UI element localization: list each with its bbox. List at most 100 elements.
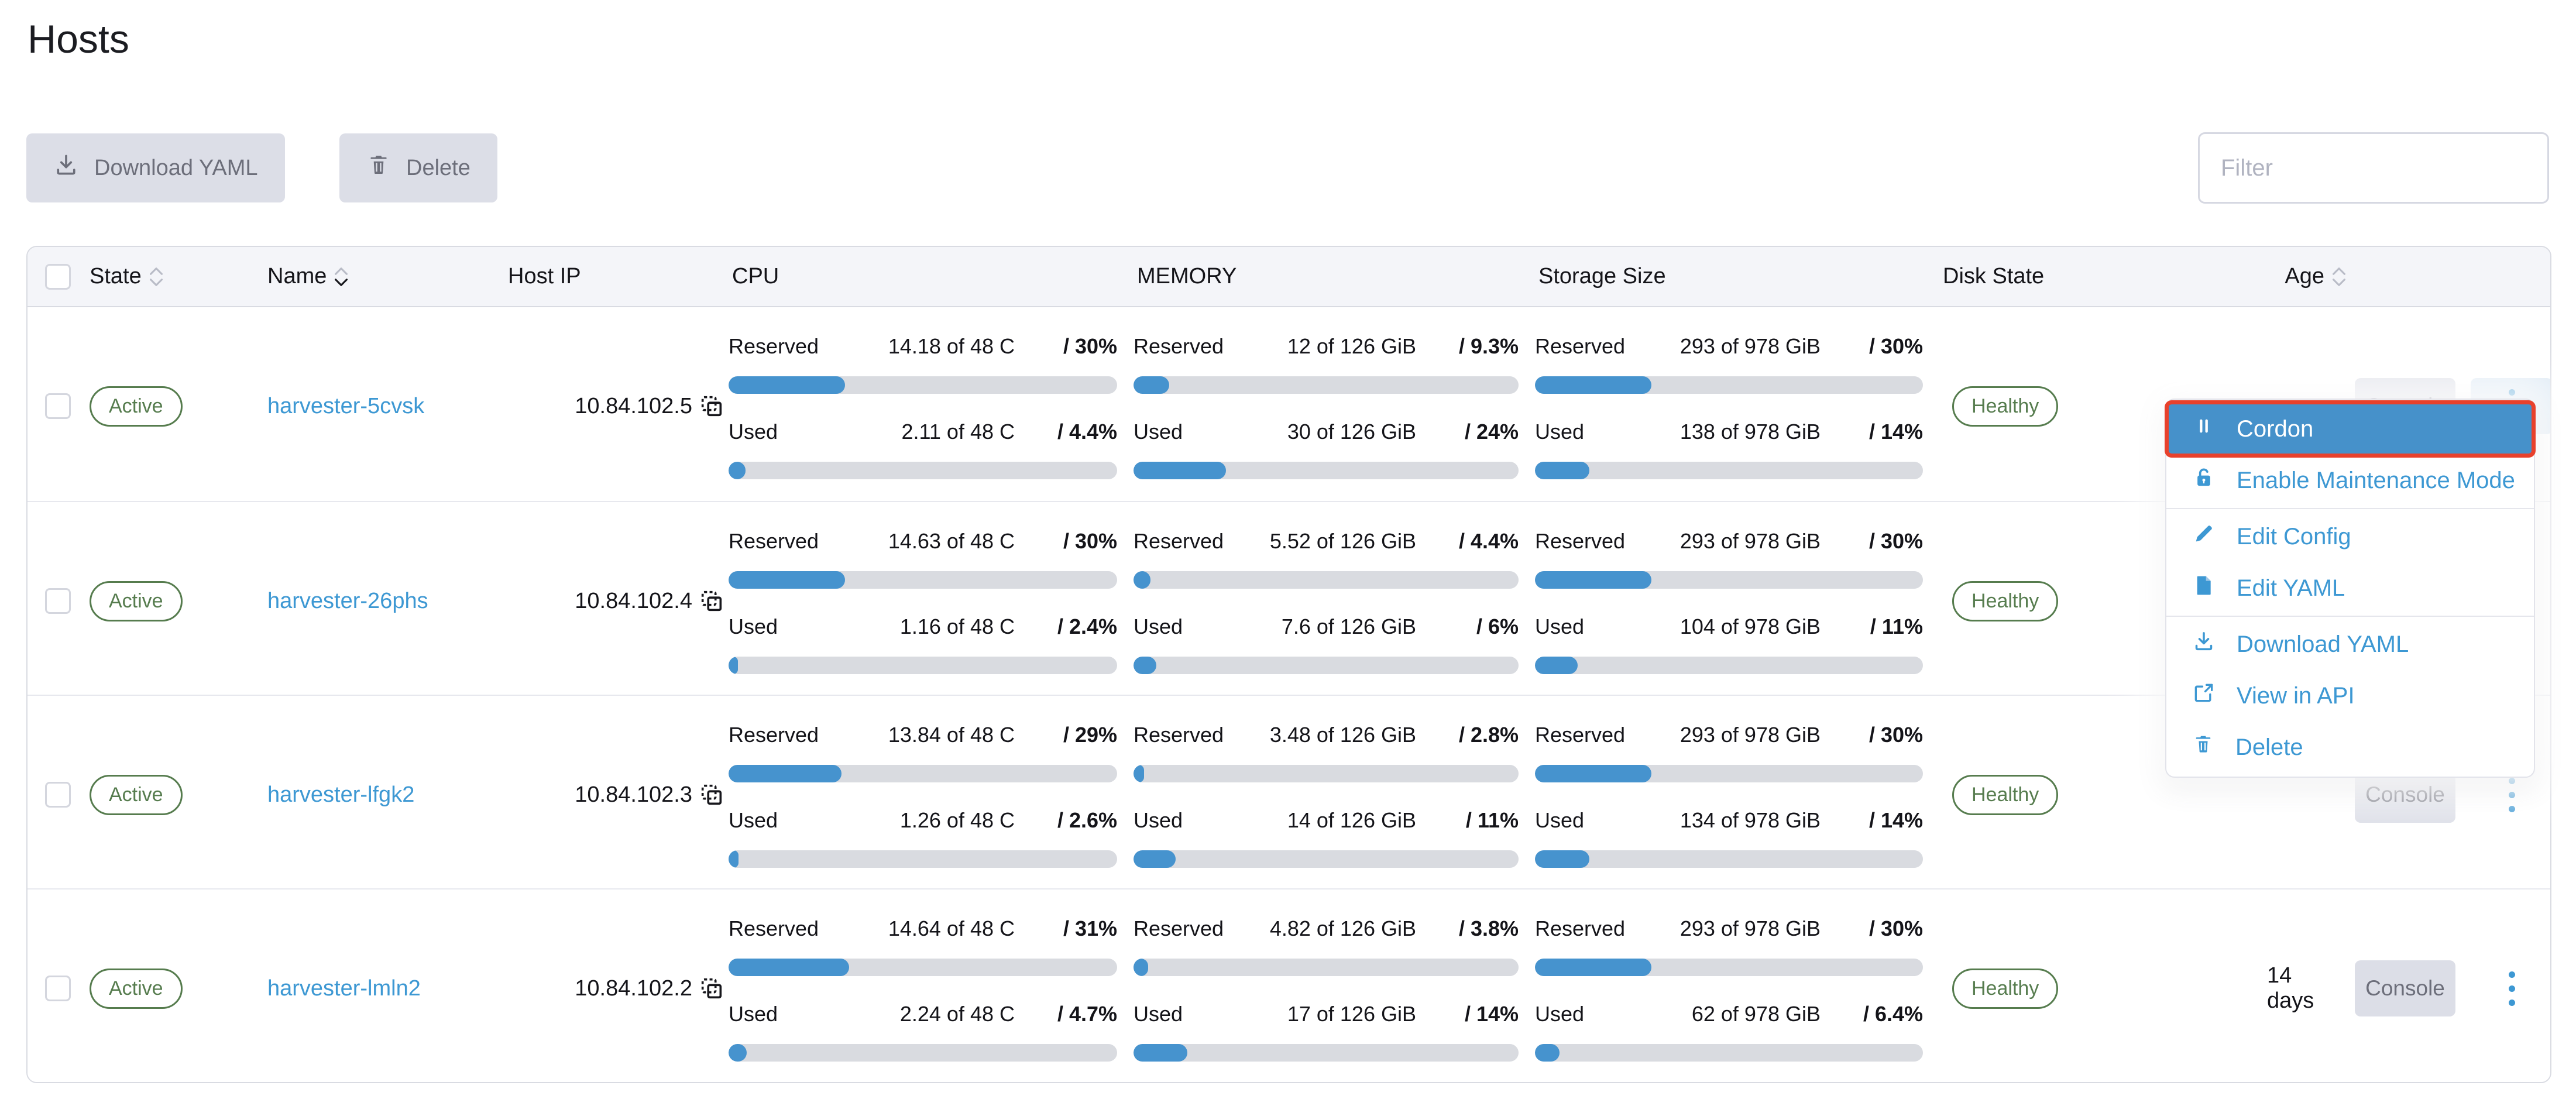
table-row: Active harvester-5cvsk 10.84.102.5 Reserved… — [28, 307, 2550, 501]
column-header-disk-state: Disk State — [1939, 247, 2267, 306]
cpu-reserved-line: Reserved 14.18 of 48 C / 30% — [729, 334, 1117, 359]
copy-icon[interactable] — [698, 393, 725, 420]
meter-label: Used — [729, 420, 778, 444]
column-header-age[interactable]: Age — [2267, 247, 2355, 306]
meter-percent: / 30% — [1063, 334, 1117, 358]
menu-item-view-in-api[interactable]: View in API — [2166, 670, 2534, 722]
storage-meter: Reserved 293 of 978 GiB / 30% Used 104 of 97… — [1535, 502, 1939, 700]
kebab-menu-icon[interactable] — [2471, 960, 2550, 1016]
cpu-reserved-bar-fill — [729, 571, 846, 589]
column-header-state[interactable]: State — [86, 247, 262, 306]
storage-meter: Reserved 293 of 978 GiB / 30% Used 138 of 97… — [1535, 307, 1939, 505]
menu-item-label: View in API — [2237, 682, 2355, 709]
host-name-link[interactable]: harvester-lfgk2 — [267, 782, 415, 807]
cpu-reserved-bar-fill — [729, 765, 842, 782]
memory-reserved-bar-fill — [1134, 376, 1170, 394]
menu-item-edit-yaml[interactable]: Edit YAML — [2166, 562, 2534, 614]
meter-label: Reserved — [1535, 916, 1626, 940]
host-name-link[interactable]: harvester-lmln2 — [267, 976, 421, 1001]
meter-percent: / 9.3% — [1458, 334, 1519, 358]
row-checkbox[interactable] — [45, 393, 71, 419]
cpu-used-bar — [729, 462, 1117, 479]
column-header-name[interactable]: Name — [262, 247, 504, 306]
memory-used-bar — [1134, 1044, 1519, 1062]
menu-item-download-yaml[interactable]: Download YAML — [2166, 619, 2534, 670]
meter-percent: / 2.4% — [1057, 614, 1117, 638]
meter-value: 104 of 978 GiB — [1679, 614, 1821, 638]
menu-divider — [2166, 616, 2534, 617]
menu-item-delete[interactable]: Delete — [2166, 722, 2534, 773]
meter-value: 2.24 of 48 C — [899, 1002, 1015, 1026]
memory-reserved-line: Reserved 5.52 of 126 GiB / 4.4% — [1134, 529, 1519, 554]
select-all-checkbox-cell — [45, 247, 86, 306]
row-checkbox[interactable] — [45, 782, 71, 808]
meter-value: 5.52 of 126 GiB — [1269, 529, 1416, 553]
meter-percent: / 11% — [1870, 614, 1923, 638]
disk-state-cell: Healthy — [1939, 696, 2267, 894]
meter-percent: / 2.6% — [1057, 808, 1117, 832]
meter-percent: / 4.7% — [1057, 1002, 1117, 1026]
row-checkbox[interactable] — [45, 588, 71, 614]
storage-reserved-bar — [1535, 376, 1923, 394]
meter-label: Used — [1134, 1002, 1183, 1026]
kebab-menu-icon[interactable] — [2471, 767, 2550, 823]
meter-percent: / 29% — [1063, 723, 1117, 747]
meter-value: 17 of 126 GiB — [1287, 1002, 1416, 1026]
menu-item-cordon[interactable]: Cordon — [2165, 400, 2536, 458]
pause-icon — [2192, 414, 2216, 444]
menu-item-edit-config[interactable]: Edit Config — [2166, 511, 2534, 562]
disk-state-cell: Healthy — [1939, 307, 2267, 505]
cpu-reserved-line: Reserved 14.64 of 48 C / 31% — [729, 916, 1117, 941]
row-checkbox[interactable] — [45, 976, 71, 1001]
state-cell: Active — [86, 502, 262, 700]
cpu-used-bar — [729, 657, 1117, 674]
meter-label: Used — [729, 808, 778, 832]
meter-percent: / 6% — [1476, 614, 1519, 638]
delete-button[interactable]: Delete — [339, 133, 497, 202]
download-yaml-button[interactable]: Download YAML — [26, 133, 285, 202]
storage-reserved-line: Reserved 293 of 978 GiB / 30% — [1535, 334, 1923, 359]
cpu-reserved-bar — [729, 959, 1117, 976]
copy-icon[interactable] — [698, 588, 725, 614]
trash-icon — [2192, 733, 2214, 761]
cpu-reserved-bar-fill — [729, 959, 849, 976]
host-ip-cell: 10.84.102.4 — [504, 502, 729, 700]
host-name-link[interactable]: harvester-5cvsk — [267, 393, 425, 418]
meter-label: Reserved — [1134, 916, 1224, 940]
select-all-checkbox[interactable] — [45, 263, 71, 290]
storage-reserved-bar — [1535, 571, 1923, 589]
menu-item-label: Download YAML — [2237, 631, 2409, 657]
storage-used-line: Used 138 of 978 GiB / 14% — [1535, 420, 1923, 444]
column-header-label: CPU — [732, 264, 779, 289]
storage-meter: Reserved 293 of 978 GiB / 30% Used 134 of 97… — [1535, 696, 1939, 894]
meter-label: Used — [1535, 808, 1585, 832]
memory-used-bar — [1134, 850, 1519, 868]
state-badge: Active — [90, 968, 183, 1009]
meter-percent: / 30% — [1869, 916, 1923, 940]
copy-icon[interactable] — [698, 975, 725, 1002]
meter-label: Reserved — [1134, 723, 1224, 747]
memory-reserved-bar-fill — [1134, 959, 1148, 976]
memory-used-bar-fill — [1134, 462, 1226, 479]
copy-icon[interactable] — [698, 781, 725, 808]
meter-value: 3.48 of 126 GiB — [1269, 723, 1416, 747]
console-button[interactable]: Console — [2355, 960, 2455, 1016]
host-name-link[interactable]: harvester-26phs — [267, 588, 428, 613]
state-cell: Active — [86, 889, 262, 1082]
table-header-row: State Name Host IP CPU MEMORY Storage Size Dis… — [28, 247, 2550, 307]
meter-label: Used — [729, 614, 778, 638]
storage-reserved-bar-fill — [1535, 571, 1651, 589]
menu-item-enable-maintenance-mode[interactable]: Enable Maintenance Mode — [2166, 455, 2534, 506]
meter-percent: / 30% — [1869, 723, 1923, 747]
storage-reserved-line: Reserved 293 of 978 GiB / 30% — [1535, 529, 1923, 554]
meter-value: 30 of 126 GiB — [1287, 420, 1416, 444]
filter-input[interactable] — [2198, 132, 2549, 204]
row-left-pad — [28, 696, 45, 894]
state-cell: Active — [86, 307, 262, 505]
column-header-label: MEMORY — [1137, 264, 1237, 289]
storage-reserved-bar — [1535, 765, 1923, 782]
cpu-meter: Reserved 14.64 of 48 C / 31% Used 2.24 of 48… — [729, 889, 1134, 1082]
menu-item-label: Edit Config — [2237, 523, 2351, 550]
memory-meter: Reserved 3.48 of 126 GiB / 2.8% Used 14 of 1… — [1134, 696, 1535, 894]
state-badge: Active — [90, 581, 183, 621]
